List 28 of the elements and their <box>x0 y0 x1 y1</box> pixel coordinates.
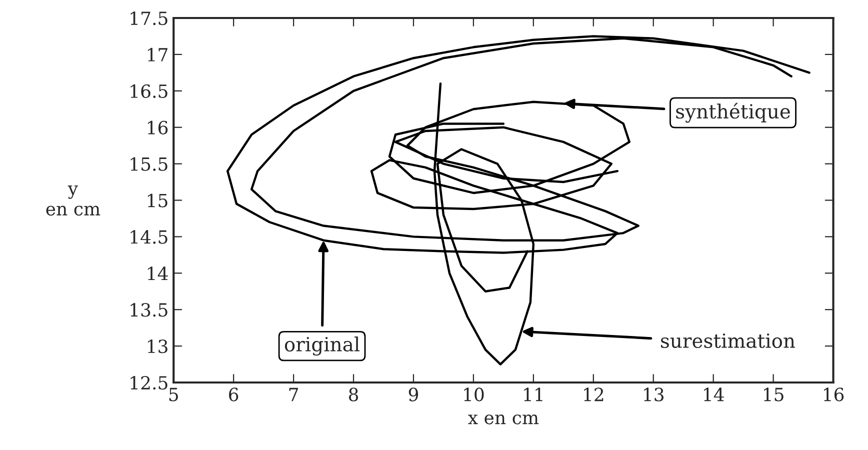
y-tick-label: 17 <box>148 48 168 62</box>
x-tick-label: 16 <box>824 388 844 402</box>
annotation: synthétique <box>676 102 790 123</box>
x-tick-label: 8 <box>348 388 358 402</box>
x-tick-label: 5 <box>169 388 178 402</box>
x-tick-label: 6 <box>229 388 238 402</box>
y-tick-label: 15 <box>148 194 168 208</box>
x-axis-title: x en cm <box>468 414 539 424</box>
y-tick-label: 14 <box>148 266 168 280</box>
x-tick-label: 7 <box>289 388 298 402</box>
y-tick-label: 16.5 <box>130 84 168 98</box>
x-tick-label: 9 <box>408 388 418 402</box>
y-tick-label: 15.5 <box>130 157 168 171</box>
y-tick-label: 16 <box>148 120 168 134</box>
annotation: original <box>284 336 360 356</box>
y-tick-label: 14.5 <box>130 230 168 244</box>
y-tick-label: 13.5 <box>130 303 168 317</box>
y-tick-label: 17.5 <box>130 11 168 26</box>
x-tick-label: 14 <box>704 388 724 402</box>
x-tick-label: 12 <box>584 388 604 402</box>
x-tick-label: 13 <box>644 388 664 402</box>
x-tick-label: 15 <box>764 388 784 402</box>
x-tick-label: 10 <box>464 388 484 402</box>
y-tick-label: 13 <box>148 340 168 354</box>
x-tick-label: 11 <box>524 388 542 402</box>
y-axis-title: y en cm <box>46 185 100 216</box>
y-tick-label: 12.5 <box>130 376 168 390</box>
annotation: surestimation <box>661 333 795 348</box>
